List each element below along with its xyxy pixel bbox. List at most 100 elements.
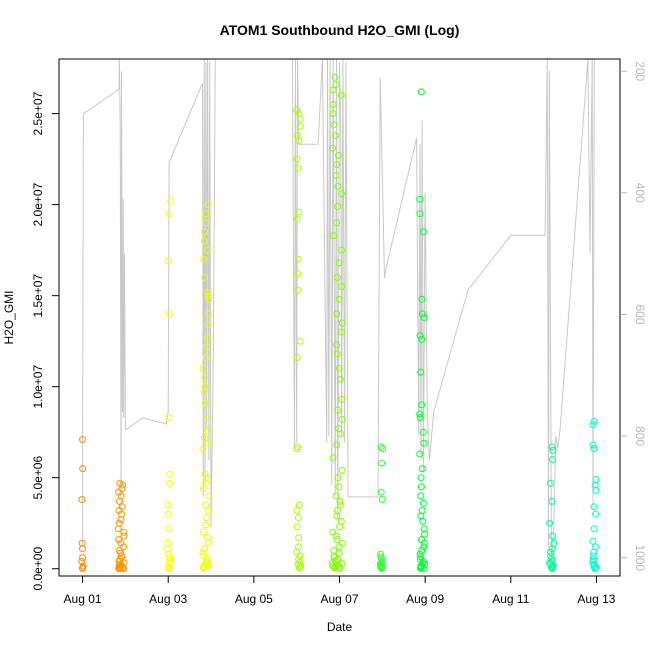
data-point	[335, 295, 343, 303]
data-point	[418, 547, 426, 554]
data-point	[333, 219, 341, 227]
data-point	[199, 365, 207, 372]
data-point	[333, 441, 341, 449]
data-point	[331, 73, 339, 81]
data-point	[334, 152, 342, 159]
data-point	[420, 539, 428, 547]
data-point	[199, 445, 207, 453]
data-point	[335, 259, 343, 267]
data-point	[293, 548, 301, 556]
data-point	[120, 528, 128, 536]
data-point	[338, 395, 346, 403]
data-point	[205, 439, 213, 447]
data-point	[379, 445, 386, 453]
data-point	[200, 255, 208, 263]
data-point	[332, 172, 340, 179]
data-point	[418, 335, 426, 343]
data-point	[164, 501, 172, 509]
y-tick-label: 1.0e+07	[31, 365, 45, 409]
data-point	[202, 354, 210, 361]
data-point	[334, 406, 342, 414]
data-point	[419, 228, 427, 236]
data-point	[330, 554, 338, 562]
data-point	[165, 525, 173, 533]
data-point	[78, 564, 86, 572]
data-point	[165, 550, 173, 558]
data-point	[205, 492, 213, 500]
data-point	[201, 383, 209, 391]
data-point	[296, 115, 304, 123]
data-point	[202, 474, 210, 482]
data-point	[378, 496, 386, 503]
y2-tick-label: 400	[633, 183, 647, 203]
data-point	[203, 343, 211, 351]
data-point	[330, 232, 337, 240]
data-point	[199, 485, 207, 493]
data-point	[201, 434, 208, 442]
data-point	[337, 328, 345, 336]
data-point	[118, 485, 126, 493]
data-point	[338, 246, 345, 254]
data-point	[334, 474, 342, 482]
data-point	[419, 517, 427, 525]
data-point	[378, 459, 386, 467]
data-point	[201, 374, 209, 382]
data-point	[329, 101, 337, 108]
data-point	[204, 534, 212, 542]
data-point	[294, 270, 302, 278]
data-point	[203, 246, 211, 254]
data-point	[336, 564, 344, 572]
y2-tick-label: 600	[633, 304, 647, 324]
data-point	[120, 532, 128, 540]
data-point	[295, 208, 303, 216]
data-point	[295, 137, 303, 145]
data-point	[416, 195, 424, 203]
data-point	[330, 121, 338, 128]
data-point	[337, 91, 345, 99]
data-point	[333, 507, 341, 514]
data-point	[338, 539, 346, 547]
data-point	[202, 501, 210, 509]
data-point	[418, 401, 426, 409]
data-point	[418, 295, 426, 303]
data-point	[199, 564, 207, 572]
data-point	[200, 528, 208, 536]
data-point	[338, 283, 345, 291]
data-point	[416, 210, 424, 218]
data-point	[419, 428, 427, 436]
y-tick-label: 0.0e+00	[31, 547, 45, 591]
pressure-track-layer	[82, 58, 595, 558]
data-point	[333, 310, 341, 318]
pressure-track-line	[82, 58, 595, 558]
data-point	[329, 528, 337, 536]
data-point	[336, 375, 344, 383]
data-point	[418, 465, 426, 473]
data-point	[329, 86, 337, 94]
data-point	[294, 164, 302, 172]
data-point	[549, 446, 557, 454]
y-tick-label: 5.0e+06	[31, 456, 45, 500]
data-point	[79, 545, 86, 553]
data-point	[329, 110, 337, 118]
data-point	[201, 228, 208, 236]
data-point	[329, 454, 337, 462]
data-point	[79, 554, 87, 562]
data-point	[592, 486, 600, 494]
data-point	[296, 552, 304, 560]
data-point	[338, 319, 346, 327]
data-point	[377, 488, 385, 496]
data-point	[420, 525, 428, 533]
data-point	[331, 564, 339, 572]
x-tick-label: Aug 09	[406, 592, 444, 606]
y2-tick-label: 200	[633, 61, 647, 81]
data-point	[417, 492, 425, 500]
data-point	[203, 414, 211, 422]
data-point	[420, 314, 428, 321]
x-tick-label: Aug 03	[149, 592, 187, 606]
data-point	[590, 503, 598, 511]
data-point	[119, 481, 127, 489]
data-point	[421, 530, 428, 538]
data-point	[294, 514, 302, 522]
data-point	[203, 334, 211, 341]
